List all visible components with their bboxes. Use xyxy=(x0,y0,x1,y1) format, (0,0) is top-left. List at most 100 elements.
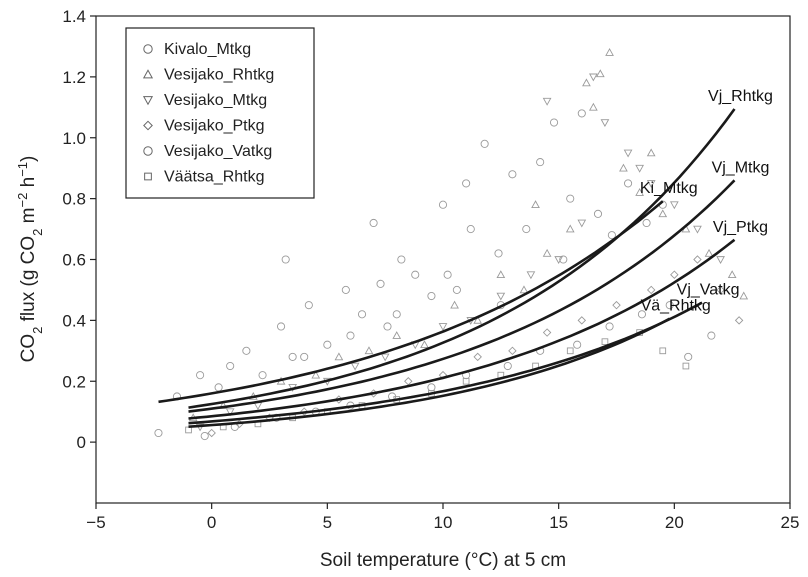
data-point xyxy=(411,270,420,279)
data-point xyxy=(734,316,744,325)
curve-label: Vj_Ptkg xyxy=(713,219,768,236)
data-point xyxy=(334,352,344,361)
legend-box xyxy=(125,27,315,199)
data-point xyxy=(646,180,656,188)
data-point xyxy=(519,285,529,294)
data-point xyxy=(346,331,355,340)
data-point xyxy=(669,201,679,210)
data-point xyxy=(531,200,540,209)
data-point xyxy=(392,331,402,339)
curve-label: Vj_Mtkg xyxy=(712,159,770,176)
y-tick-label: 0.4 xyxy=(62,311,86,330)
data-point xyxy=(300,352,309,361)
data-point xyxy=(341,285,350,294)
data-point xyxy=(214,383,223,392)
data-point xyxy=(288,352,297,361)
data-point xyxy=(642,218,651,228)
x-tick-label: 0 xyxy=(207,513,216,532)
data-point xyxy=(480,139,489,148)
data-point xyxy=(682,362,690,370)
x-tick-label: −5 xyxy=(86,513,105,532)
y-axis-title: CO2 flux (g CO2 m−2 h−1) xyxy=(15,156,45,363)
legend-label: Vesijako_Mtkg xyxy=(164,92,267,109)
data-point xyxy=(404,377,413,386)
data-point xyxy=(473,315,483,324)
data-point xyxy=(258,371,267,380)
data-point xyxy=(542,328,552,337)
legend-marker xyxy=(143,44,153,54)
data-point xyxy=(554,256,564,265)
data-point xyxy=(253,402,263,411)
data-point xyxy=(607,231,616,240)
data-point xyxy=(542,248,552,257)
data-point xyxy=(605,47,614,56)
data-point xyxy=(508,170,517,179)
legend-marker xyxy=(142,69,154,79)
fitted-curve xyxy=(188,317,671,428)
data-point xyxy=(311,370,321,379)
data-point xyxy=(154,428,163,438)
data-point xyxy=(392,310,401,319)
data-point xyxy=(277,322,286,331)
y-tick-label: 0.8 xyxy=(62,190,86,209)
legend-marker xyxy=(143,120,153,131)
data-point xyxy=(566,194,575,203)
data-point xyxy=(707,331,716,340)
data-point xyxy=(369,218,378,228)
data-point xyxy=(323,340,332,349)
x-tick-label: 25 xyxy=(781,513,800,532)
fitted-curve xyxy=(188,108,736,409)
data-point xyxy=(503,361,512,371)
data-point xyxy=(624,179,633,188)
data-point xyxy=(185,426,192,434)
data-point xyxy=(565,224,575,233)
data-point xyxy=(242,346,251,355)
y-tick-label: 0.2 xyxy=(62,372,86,391)
data-point xyxy=(635,164,644,173)
legend-marker xyxy=(142,96,154,106)
legend-label: Vesijako_Rhtkg xyxy=(164,67,274,84)
data-point xyxy=(605,322,614,331)
fitted-curve xyxy=(158,200,664,404)
curve-label: Vj_Vatkg xyxy=(677,282,740,299)
y-tick-label: 0.6 xyxy=(62,251,86,270)
data-point xyxy=(380,353,390,362)
data-point xyxy=(427,291,436,301)
data-point xyxy=(200,431,209,441)
fitted-curve xyxy=(188,179,736,413)
curve-label: Vj_Rhtkg xyxy=(708,88,773,105)
data-point xyxy=(573,340,582,349)
data-point xyxy=(665,301,674,310)
data-point xyxy=(496,270,506,279)
data-point xyxy=(452,285,461,294)
data-point xyxy=(739,291,749,300)
data-point xyxy=(646,285,656,295)
data-point xyxy=(281,255,290,264)
fitted-curves xyxy=(158,108,736,428)
data-point xyxy=(577,316,587,325)
x-axis: −5 0 5 10 15 20 25 xyxy=(86,503,799,532)
plot-area: Ki_Mtkg Vj_Rhtkg Vj_Mtkg Vj_Ptkg Vj_VatkgVä_… xyxy=(95,15,791,504)
data-point xyxy=(443,270,452,279)
data-point xyxy=(589,102,598,111)
data-point xyxy=(704,248,714,257)
data-point xyxy=(225,408,235,417)
data-point xyxy=(635,188,644,196)
fitted-curve xyxy=(188,238,736,420)
data-point xyxy=(427,383,436,392)
data-point xyxy=(542,97,552,106)
y-axis: 0 0.2 0.4 0.6 0.8 1.0 1.2 1.4 xyxy=(62,7,96,452)
x-axis-title: Soil temperature (°C) at 5 cm xyxy=(320,550,566,571)
data-point xyxy=(612,300,621,310)
legend-label: Kivalo_Mtkg xyxy=(164,41,251,58)
data-point xyxy=(466,225,475,234)
data-point xyxy=(727,270,737,279)
data-point xyxy=(522,225,531,234)
data-point xyxy=(658,209,668,218)
data-point xyxy=(619,163,628,172)
y-tick-label: 1.2 xyxy=(62,68,86,87)
x-tick-label: 10 xyxy=(434,513,453,532)
data-point xyxy=(577,219,587,228)
data-point xyxy=(420,340,429,349)
